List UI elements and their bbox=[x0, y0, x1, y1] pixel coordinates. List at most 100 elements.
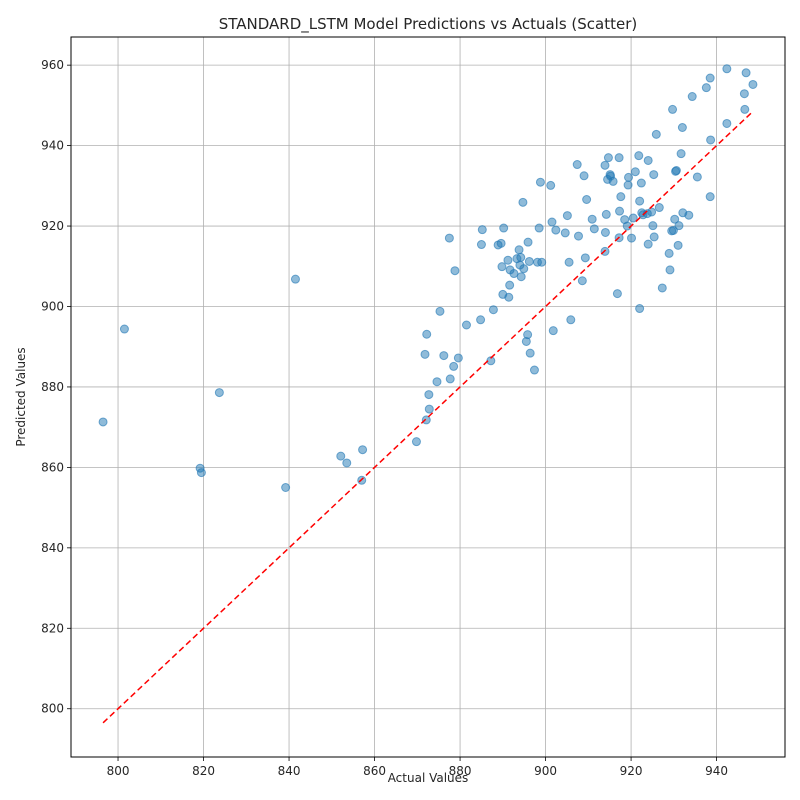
data-point bbox=[722, 64, 732, 74]
data-point bbox=[616, 192, 626, 202]
data-point bbox=[564, 257, 574, 267]
data-point bbox=[615, 206, 625, 216]
grid-lines bbox=[71, 37, 785, 757]
x-axis-ticks: 800 820 840 860 880 900 920 940 bbox=[107, 757, 728, 778]
data-point bbox=[635, 304, 645, 314]
data-point bbox=[635, 196, 645, 206]
y-tick-label: 860 bbox=[41, 460, 64, 474]
x-tick-label: 800 bbox=[107, 764, 130, 778]
data-point bbox=[453, 353, 463, 363]
data-point bbox=[439, 351, 449, 361]
data-point bbox=[651, 129, 661, 139]
x-axis-label: Actual Values bbox=[388, 771, 469, 785]
data-point bbox=[614, 153, 624, 163]
reference-line bbox=[102, 110, 754, 724]
x-tick-label: 860 bbox=[363, 764, 386, 778]
data-point bbox=[630, 167, 640, 177]
data-point bbox=[589, 224, 599, 234]
data-point bbox=[608, 176, 618, 186]
data-point bbox=[671, 166, 681, 176]
data-point bbox=[342, 458, 352, 468]
data-points bbox=[98, 64, 758, 493]
data-point bbox=[722, 118, 732, 128]
data-point bbox=[420, 349, 430, 359]
data-point bbox=[741, 68, 751, 78]
data-point bbox=[649, 170, 659, 180]
data-point bbox=[514, 245, 524, 255]
data-point bbox=[740, 104, 750, 114]
data-point bbox=[600, 160, 610, 170]
data-point bbox=[476, 315, 486, 325]
y-tick-label: 800 bbox=[41, 702, 64, 716]
identity-line bbox=[102, 110, 754, 724]
data-point bbox=[546, 180, 556, 190]
data-point bbox=[566, 315, 576, 325]
data-point bbox=[582, 195, 592, 205]
data-point bbox=[643, 155, 653, 165]
x-tick-label: 880 bbox=[449, 764, 472, 778]
data-point bbox=[281, 483, 291, 493]
data-point bbox=[421, 415, 431, 425]
data-point bbox=[477, 225, 487, 235]
data-point bbox=[503, 255, 513, 265]
data-point bbox=[535, 177, 545, 187]
data-point bbox=[499, 223, 509, 233]
data-point bbox=[525, 348, 535, 358]
data-point bbox=[290, 274, 300, 284]
data-point bbox=[548, 326, 558, 336]
data-point bbox=[444, 233, 454, 243]
y-axis-label: Predicted Values bbox=[14, 347, 28, 446]
data-point bbox=[692, 172, 702, 182]
data-point bbox=[336, 451, 346, 461]
data-point bbox=[705, 73, 715, 83]
data-point bbox=[524, 256, 534, 266]
data-point bbox=[449, 361, 459, 371]
data-point bbox=[677, 123, 687, 133]
data-point bbox=[505, 280, 515, 290]
data-point bbox=[529, 365, 539, 375]
data-point bbox=[634, 151, 644, 161]
data-point bbox=[628, 213, 638, 223]
data-point bbox=[516, 252, 526, 262]
data-point bbox=[623, 180, 633, 190]
data-point bbox=[668, 225, 678, 235]
data-point bbox=[579, 171, 589, 181]
data-point bbox=[649, 232, 659, 242]
data-point bbox=[450, 266, 460, 276]
data-point bbox=[488, 305, 498, 315]
y-tick-label: 840 bbox=[41, 541, 64, 555]
data-point bbox=[411, 437, 421, 447]
data-point bbox=[509, 269, 519, 279]
data-point bbox=[665, 265, 675, 275]
data-point bbox=[537, 257, 547, 267]
data-point bbox=[551, 225, 561, 235]
data-point bbox=[674, 221, 684, 231]
data-point bbox=[523, 330, 533, 340]
data-point bbox=[504, 292, 514, 302]
y-tick-label: 960 bbox=[41, 58, 64, 72]
data-point bbox=[643, 239, 653, 249]
data-point bbox=[358, 445, 368, 455]
data-point bbox=[654, 203, 664, 213]
data-point bbox=[670, 214, 680, 224]
data-point bbox=[496, 238, 506, 248]
plot-frame bbox=[70, 36, 786, 758]
data-point bbox=[580, 253, 590, 263]
x-tick-label: 940 bbox=[705, 764, 728, 778]
data-point bbox=[684, 210, 694, 220]
data-point bbox=[435, 306, 445, 316]
data-point bbox=[98, 417, 108, 427]
data-point bbox=[587, 214, 597, 224]
data-point bbox=[497, 262, 507, 272]
data-point bbox=[612, 289, 622, 299]
data-point bbox=[624, 172, 634, 182]
data-point bbox=[422, 329, 432, 339]
data-point bbox=[547, 217, 557, 227]
data-point bbox=[424, 390, 434, 400]
data-point bbox=[432, 377, 442, 387]
data-point bbox=[516, 272, 526, 282]
data-point bbox=[523, 237, 533, 247]
data-point bbox=[573, 231, 583, 241]
